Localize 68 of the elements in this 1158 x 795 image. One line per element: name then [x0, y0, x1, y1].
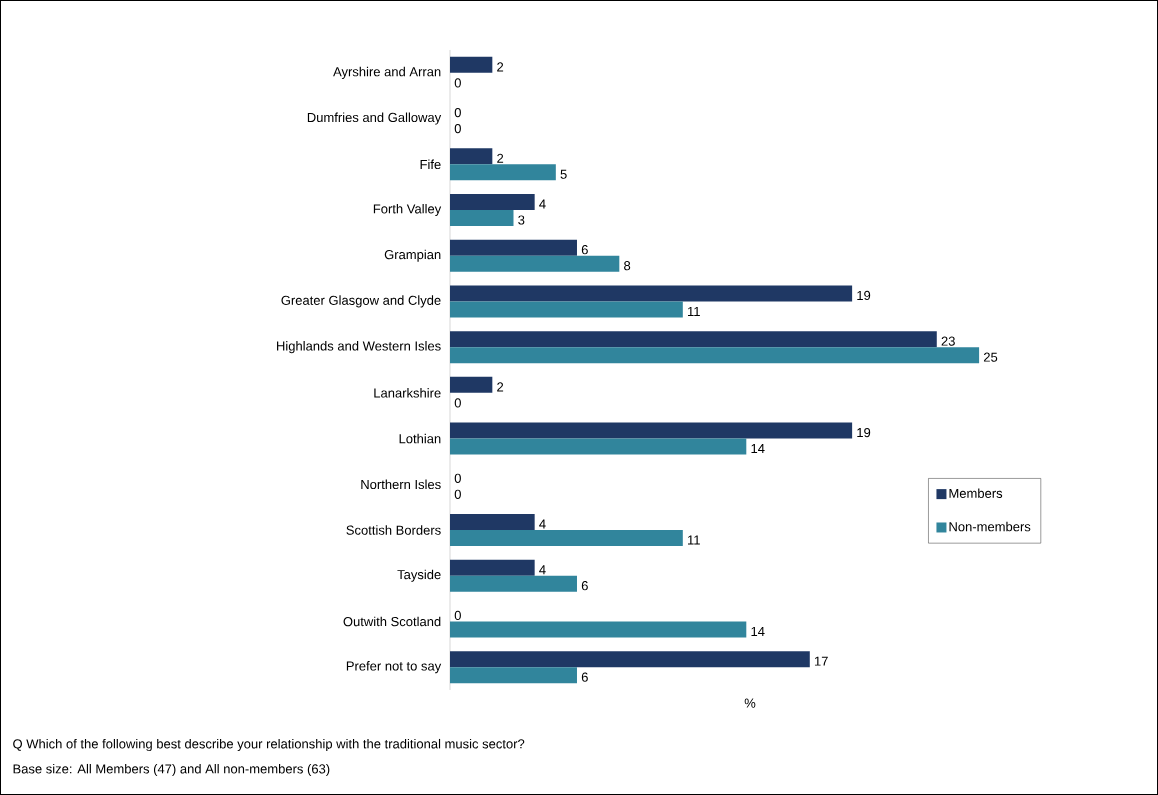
- bar: [450, 285, 853, 302]
- y-tick-label: Prefer not to say: [346, 661, 442, 674]
- y-tick-label: Grampian: [384, 249, 441, 262]
- x-axis-title: %: [744, 698, 756, 708]
- bar: [450, 667, 577, 684]
- bar: [450, 331, 937, 348]
- y-tick-label: Lothian: [399, 433, 441, 444]
- bar: [450, 575, 577, 592]
- y-tick-label: Scottish Borders: [346, 525, 441, 535]
- bar: [450, 514, 535, 530]
- bar: [450, 56, 493, 73]
- bar: [450, 209, 514, 226]
- text: Base size: All Members (47) and All non-members (63): [13, 763, 330, 777]
- data-label: 8: [624, 261, 631, 271]
- data-label: 4: [539, 519, 546, 529]
- data-label: 0: [454, 398, 461, 408]
- bar: [450, 148, 493, 165]
- bar: [450, 438, 747, 455]
- data-label: 11: [688, 306, 700, 316]
- data-label: 2: [497, 382, 504, 392]
- y-tick-label: Northern Isles: [361, 479, 441, 490]
- legend-label: Members: [949, 488, 1003, 498]
- data-label: 6: [581, 672, 588, 682]
- y-tick-label: Lanarkshire: [374, 388, 441, 398]
- data-label: 0: [454, 123, 461, 134]
- bar: [450, 193, 535, 210]
- bar: [450, 255, 620, 272]
- data-label: 0: [454, 107, 461, 118]
- y-tick-label: Tayside: [397, 569, 441, 582]
- data-label: 25: [983, 352, 998, 362]
- bar: [450, 422, 853, 439]
- y-tick-label: Outwith Scotland: [343, 616, 441, 627]
- data-label: 23: [941, 336, 955, 346]
- data-label: 6: [581, 581, 588, 591]
- data-label: 0: [454, 473, 461, 483]
- y-tick-label: Ayrshire and Arran: [333, 66, 441, 79]
- y-tick-label: Forth Valley: [373, 203, 442, 217]
- data-label: 0: [454, 78, 461, 88]
- bar: [450, 239, 577, 256]
- data-label: 0: [454, 610, 461, 621]
- data-label: 19: [857, 290, 871, 301]
- y-tick-label: Highlands and Western Isles: [277, 341, 441, 354]
- bar: [450, 164, 556, 181]
- data-label: 4: [539, 565, 546, 575]
- data-label: 2: [497, 153, 504, 163]
- data-label: 0: [454, 489, 461, 499]
- data-label: 3: [518, 215, 525, 225]
- data-label: 5: [560, 169, 567, 179]
- data-label: 6: [581, 245, 588, 255]
- legend-label: Non-members: [949, 521, 1031, 532]
- bar: [450, 621, 747, 638]
- y-tick-label: Dumfries and Galloway: [307, 112, 442, 125]
- data-label: 2: [497, 62, 504, 72]
- data-label: 11: [688, 535, 700, 545]
- data-label: 19: [857, 427, 871, 438]
- data-label: 14: [751, 444, 765, 454]
- bar: [450, 559, 535, 576]
- y-tick-label: Greater Glasgow and Clyde: [281, 295, 441, 308]
- bar: [450, 530, 683, 546]
- bar: [450, 376, 493, 393]
- bar: [450, 347, 980, 364]
- bar: [450, 651, 810, 668]
- bar: [450, 301, 683, 318]
- data-label: 14: [751, 626, 765, 636]
- text: Q Which of the following best describe your relationship with the traditional music sector?: [13, 738, 525, 752]
- data-label: 17: [814, 656, 828, 666]
- data-label: 4: [539, 199, 546, 209]
- y-tick-label: Fife: [420, 159, 441, 170]
